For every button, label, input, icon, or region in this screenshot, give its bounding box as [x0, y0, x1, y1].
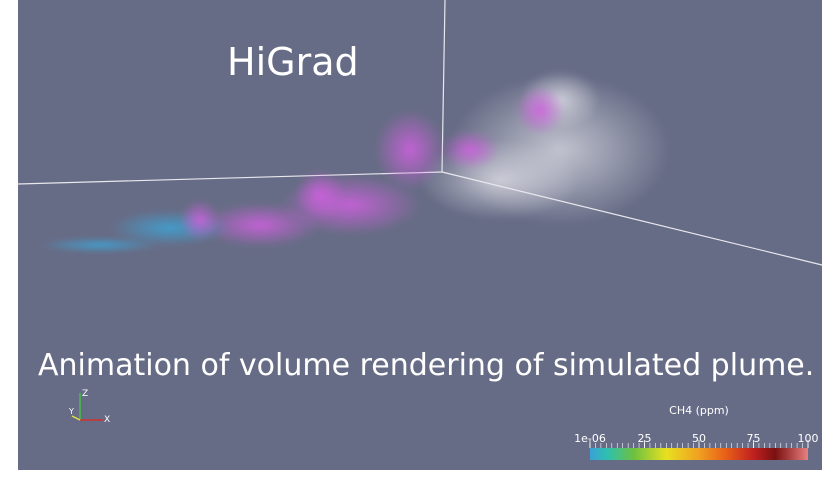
- colorbar-tick-label: 75: [747, 432, 761, 445]
- caption: Animation of volume rendering of simulat…: [38, 348, 814, 383]
- page: HiGrad Animation of volume rendering of …: [0, 0, 832, 483]
- colorbar: [590, 448, 808, 460]
- title: HiGrad: [227, 40, 359, 84]
- axis-x-label: X: [104, 415, 110, 425]
- axis-y-label: Y: [68, 407, 74, 416]
- render-view: HiGrad Animation of volume rendering of …: [0, 0, 832, 483]
- colorbar-tick-label: 25: [638, 432, 652, 445]
- colorbar-title: CH4 (ppm): [669, 404, 729, 417]
- colorbar-tick-label: 100: [798, 432, 819, 445]
- colorbar-tick-label: 1e-06: [574, 432, 606, 445]
- colorbar-tick-label: 50: [692, 432, 706, 445]
- axis-z-label: Z: [82, 389, 88, 399]
